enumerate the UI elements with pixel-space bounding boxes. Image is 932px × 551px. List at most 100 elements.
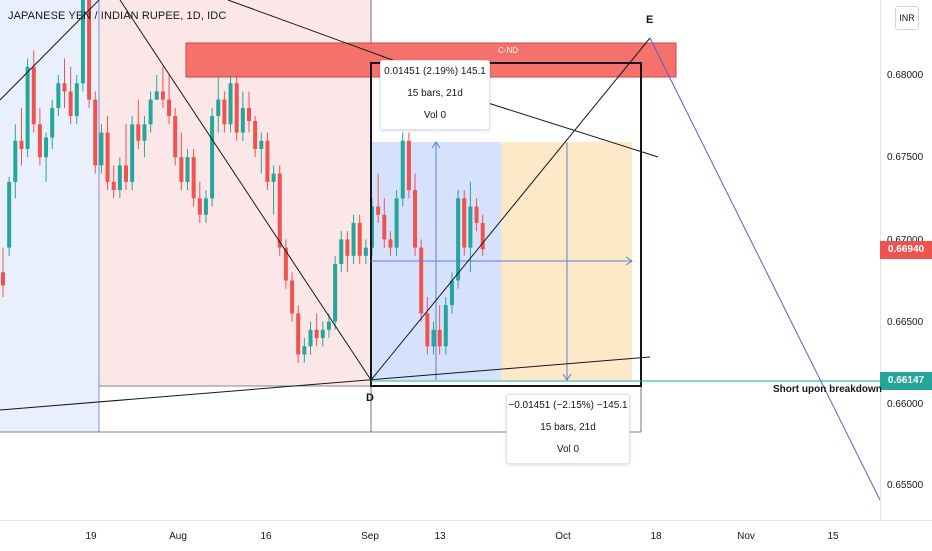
trend-line [487, 102, 659, 158]
trend-line-d-e [370, 37, 651, 381]
candle-body [111, 181, 116, 191]
candle-body [179, 157, 184, 182]
candle-body [142, 124, 147, 141]
time-label: 15 [827, 531, 839, 542]
candle-body [80, 0, 85, 84]
candle-body [148, 99, 153, 125]
level-note: Short upon breakdown [773, 384, 882, 395]
candle-body [68, 91, 73, 117]
candle-body [191, 157, 196, 199]
candle-body [74, 83, 79, 117]
price-tick: 0.67500 [887, 152, 924, 163]
candle-body [394, 198, 399, 248]
candle-body [185, 157, 190, 182]
trend-line [0, 0, 100, 101]
time-axis[interactable]: 19 Aug 16 Sep 13 Oct 18 Nov 15 [0, 520, 932, 551]
candle-body [25, 66, 30, 149]
candle-body [320, 329, 325, 339]
candle-body [437, 329, 442, 347]
candle-body [247, 107, 251, 122]
candle-body [56, 83, 61, 108]
candle-body [339, 239, 344, 265]
candle-body [31, 66, 36, 125]
chart-canvas[interactable] [0, 0, 880, 520]
candle-body [19, 140, 24, 149]
candle-body [376, 206, 381, 215]
price-axis[interactable]: 0.68000 0.67500 0.67000 0.66500 0.66000 … [880, 0, 932, 520]
candle-body [37, 124, 42, 158]
candle-body [388, 239, 393, 248]
candle-body [160, 91, 165, 100]
candle-body [234, 83, 239, 133]
candle-body [419, 247, 424, 314]
candle-body [462, 198, 467, 248]
measure-up-arrowhead [431, 141, 441, 149]
time-label: Sep [361, 531, 379, 542]
point-label-e: E [646, 14, 654, 26]
candle-body [351, 222, 356, 256]
level-price-badge: 0.66147 [880, 372, 932, 390]
candle-body [326, 321, 331, 330]
candle-body [468, 206, 473, 248]
candle-body [240, 107, 245, 133]
measure-up-change: 0.01451 (2.19%) 145.1 [384, 66, 486, 77]
candle-body [265, 140, 270, 182]
candle-body [443, 305, 448, 347]
candle-body [363, 247, 368, 256]
measure-up-box[interactable]: 0.01451 (2.19%) 145.1 15 bars, 21d Vol 0 [380, 60, 490, 130]
time-label: 19 [85, 531, 97, 542]
candle-body [173, 116, 178, 158]
projection-line [649, 37, 880, 501]
price-tick: 0.66000 [887, 399, 924, 410]
candle-body [105, 132, 110, 182]
candle-body [99, 132, 104, 166]
measure-down-box[interactable]: −0.01451 (−2.15%) −145.1 15 bars, 21d Vo… [506, 394, 630, 464]
candle-body [13, 140, 18, 182]
candle-body [167, 99, 172, 117]
candle-body [154, 91, 159, 100]
candle-body [62, 83, 67, 92]
candle-body [314, 329, 319, 339]
time-label: Aug [169, 531, 187, 542]
candle-body [431, 329, 436, 347]
candle-body [117, 165, 122, 191]
candle-body [425, 313, 430, 347]
candle-body [400, 140, 405, 199]
candle-body [203, 198, 208, 215]
candle-body [277, 173, 282, 248]
candle-body [406, 140, 411, 191]
time-label: Oct [555, 531, 571, 542]
support-trend-line [0, 356, 651, 411]
candle-body [50, 107, 55, 138]
candle-body [124, 165, 128, 182]
candle-body [333, 264, 338, 322]
price-tick: 0.66500 [887, 317, 924, 328]
currency-button[interactable]: INR [895, 6, 919, 30]
measure-up-bars: 15 bars, 21d [407, 88, 463, 99]
candle-body [302, 346, 307, 355]
candle-body [210, 116, 215, 199]
candle-body [283, 247, 288, 281]
candle-body [44, 137, 49, 158]
candle-body [216, 99, 221, 117]
candle-body [456, 198, 461, 281]
measure-down-change: −0.01451 (−2.15%) −145.1 [508, 400, 628, 411]
candle-body [345, 239, 350, 256]
measure-up-volume: Vol 0 [423, 110, 447, 121]
candle-body [87, 0, 92, 100]
candle-body [93, 99, 98, 166]
time-label: 16 [260, 531, 272, 542]
candle-body [357, 222, 362, 256]
candle-body [449, 280, 454, 306]
zone-label: C-ND [498, 46, 518, 55]
time-label: 13 [434, 531, 446, 542]
candle-body [228, 83, 233, 125]
candle-body [253, 121, 258, 149]
candle-body [296, 313, 301, 355]
trend-line [119, 0, 372, 381]
candle-body [474, 206, 479, 223]
measure-horizontal-arrowhead [625, 256, 633, 266]
chart-pane[interactable] [0, 0, 880, 520]
candle-body [197, 198, 202, 215]
time-label: 18 [650, 531, 662, 542]
